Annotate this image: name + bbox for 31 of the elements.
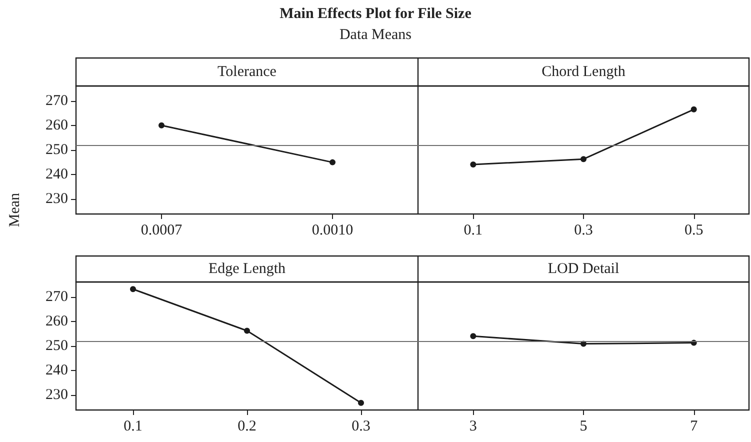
x-tick-label: 0.1 <box>464 222 483 238</box>
y-tick-label: 270 <box>46 288 68 305</box>
x-tick-label: 0.1 <box>124 418 142 434</box>
chart-title: Edge Length <box>208 261 286 277</box>
chart-title: Tolerance <box>218 64 277 80</box>
point <box>244 328 250 334</box>
chart-title: Chord Length <box>542 64 626 80</box>
point <box>130 286 136 292</box>
x-tick-label: 0.3 <box>574 222 593 238</box>
x-tick-label: 0.3 <box>352 418 370 434</box>
x-tick-label: 0.0007 <box>140 222 183 238</box>
point <box>358 400 364 406</box>
x-tick-label: 5 <box>580 418 588 434</box>
text: Data Means <box>338 26 413 45</box>
y-axis-title: Mean <box>7 192 23 228</box>
text: Main Effects Plot for File Size <box>278 5 472 24</box>
x-tick-label: 0.5 <box>684 222 704 238</box>
y-tick-label: 270 <box>46 92 68 109</box>
y-tick-label: 250 <box>46 142 68 158</box>
y-tick-label: 260 <box>46 313 68 330</box>
x-tick-label: 0.2 <box>238 418 256 434</box>
chart-title: LOD Detail <box>548 261 620 277</box>
x-tick-label: 7 <box>690 418 698 434</box>
y-tick-label: 230 <box>46 387 68 404</box>
y-tick-label: 230 <box>46 191 68 208</box>
x-tick-label: 0.0010 <box>312 222 354 238</box>
y-tick-label: 260 <box>46 117 68 134</box>
x-tick-label: 3 <box>469 418 477 434</box>
y-tick-label: 250 <box>46 338 68 354</box>
y-tick-label: 240 <box>46 362 68 379</box>
y-tick-label: 240 <box>46 166 68 183</box>
